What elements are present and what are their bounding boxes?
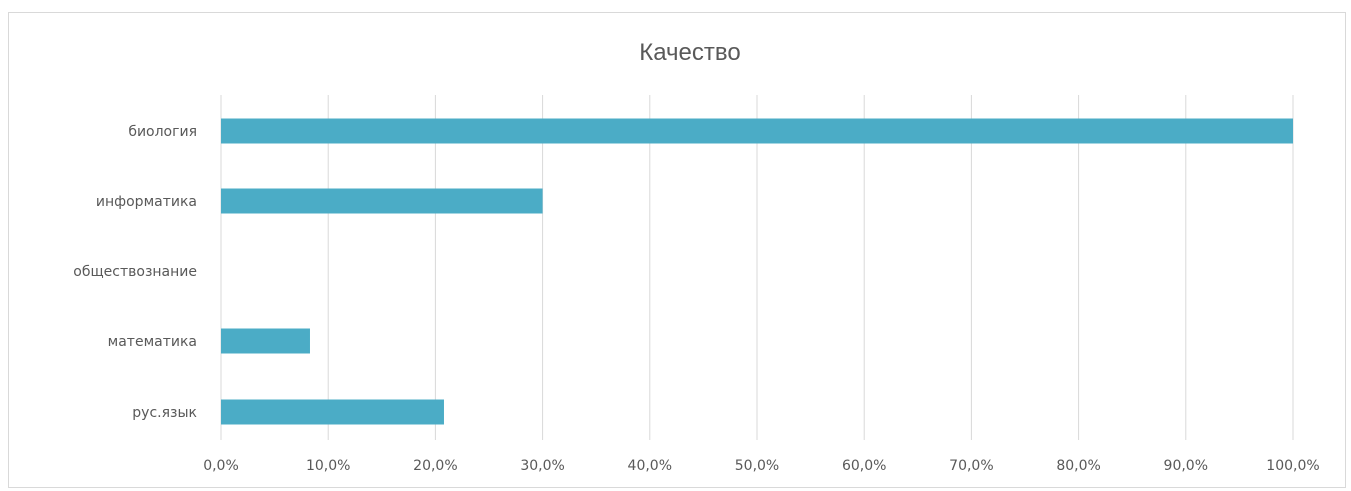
category-label: обществознание (73, 264, 197, 280)
gridlines (220, 95, 1294, 440)
x-tick-label: 100,0% (1266, 458, 1319, 474)
x-tick-label: 20,0% (413, 458, 457, 474)
bars (221, 118, 1293, 425)
category-label: математика (108, 334, 197, 350)
x-tick-label: 60,0% (842, 458, 886, 474)
x-tick-label: 70,0% (949, 458, 993, 474)
category-label: рус.язык (132, 405, 197, 421)
bar (221, 188, 543, 214)
x-tick-label: 0,0% (203, 458, 239, 474)
x-tick-label: 50,0% (735, 458, 779, 474)
category-label: информатика (96, 194, 197, 210)
x-tick-label: 90,0% (1164, 458, 1208, 474)
bar (221, 118, 1293, 144)
x-tick-label: 40,0% (628, 458, 672, 474)
x-tick-label: 80,0% (1056, 458, 1100, 474)
x-tick-label: 10,0% (306, 458, 350, 474)
chart-title: Качество (639, 39, 740, 66)
category-labels: биология информатика обществознание математ… (73, 124, 197, 421)
bar (221, 399, 444, 425)
x-tick-label: 30,0% (520, 458, 564, 474)
x-axis-ticks: 0,0% 10,0% 20,0% 30,0% 40,0% 50,0% 60,0% 70,0% 8… (203, 458, 1319, 474)
category-label: биология (128, 124, 197, 140)
bar (221, 328, 310, 354)
